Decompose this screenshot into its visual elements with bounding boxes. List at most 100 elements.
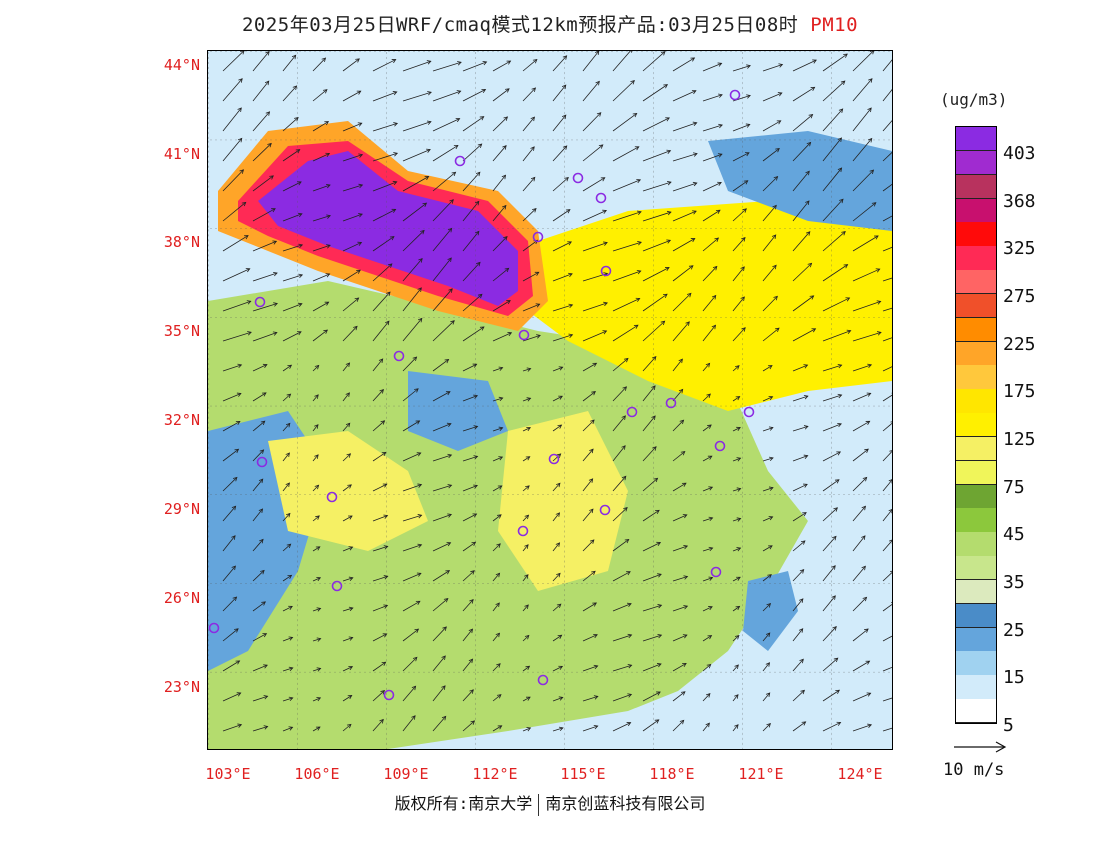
wind-vector — [342, 453, 351, 462]
wind-vector — [522, 177, 536, 192]
wind-vector-head — [591, 391, 596, 396]
wind-vector-head — [734, 694, 739, 699]
wind-vector-head — [498, 456, 504, 461]
wind-vector-head — [768, 516, 774, 521]
wind-vector-head — [832, 626, 837, 631]
lat-label-35: 35°N — [163, 322, 200, 340]
wind-vector-head — [683, 605, 689, 610]
wind-vector — [762, 457, 774, 462]
wind-vector — [852, 107, 872, 132]
wind-vector-head — [443, 598, 449, 603]
wind-vector — [402, 544, 422, 552]
wind-vector-head — [867, 107, 872, 113]
wind-vector — [222, 169, 244, 192]
wind-vector — [372, 122, 398, 132]
wind-vector — [222, 660, 240, 672]
wind-vector-head — [624, 538, 630, 544]
wind-vector — [252, 478, 264, 492]
wind-vector — [312, 273, 330, 282]
wind-vector-head — [836, 721, 842, 726]
wind-vector-head — [244, 235, 249, 240]
wind-vector — [312, 365, 320, 372]
wind-vector — [702, 124, 723, 132]
wind-vector — [222, 78, 243, 102]
wind-vector-head — [297, 181, 302, 186]
wind-vector-head — [326, 214, 331, 219]
wind-vector — [432, 257, 452, 282]
wind-vector-head — [345, 362, 351, 368]
wind-vector-head — [297, 212, 303, 218]
wind-vector-head — [285, 452, 290, 458]
wind-vector-head — [232, 476, 238, 482]
wind-vector — [822, 231, 846, 252]
wind-vector-head — [707, 455, 713, 460]
wind-vector — [612, 693, 632, 702]
wind-vector-head — [837, 137, 842, 142]
wind-vector-head — [378, 358, 384, 364]
colorbar-tick-label: 368 — [1003, 190, 1036, 212]
wind-vector-head — [473, 394, 479, 399]
wind-vector — [582, 448, 594, 462]
wind-vector — [342, 122, 362, 132]
wind-vector — [762, 545, 773, 552]
wind-vector — [732, 152, 750, 162]
wind-vector-head — [457, 61, 462, 66]
wind-vector-head — [635, 297, 641, 302]
wind-vector — [552, 453, 561, 462]
lat-label-23: 23°N — [163, 678, 200, 696]
wind-vector — [492, 543, 501, 552]
title-species: PM10 — [810, 14, 859, 36]
wind-vector-head — [417, 514, 423, 519]
wind-vector-head — [497, 725, 503, 730]
wind-vector-head — [564, 176, 569, 182]
wind-vector — [552, 84, 567, 102]
latlon-grid — [208, 51, 892, 749]
wind-vector — [762, 176, 778, 192]
wind-vector — [582, 508, 594, 522]
wind-vector — [552, 634, 562, 642]
wind-vector — [852, 506, 866, 522]
wind-vector-head — [839, 198, 844, 204]
wind-vector-head — [495, 602, 500, 608]
station-markers — [208, 89, 755, 701]
wind-vector — [372, 661, 386, 672]
wind-vector — [732, 664, 739, 672]
wind-vector — [252, 420, 266, 432]
wind-vector — [432, 391, 451, 402]
wind-vector — [522, 59, 538, 72]
wind-vector — [402, 685, 416, 702]
wind-vector — [402, 484, 422, 492]
wind-vector — [222, 268, 250, 282]
wind-vector — [882, 277, 892, 282]
wind-vector-head — [267, 142, 272, 148]
wind-vector — [762, 427, 774, 432]
wind-vector-head — [833, 507, 838, 512]
wind-vector-head — [285, 512, 291, 518]
wind-vector — [432, 118, 460, 132]
wind-vector — [612, 386, 627, 402]
wind-vector — [522, 427, 531, 432]
wind-vector — [702, 606, 713, 612]
wind-vector — [462, 570, 475, 582]
wind-vector-head — [602, 209, 608, 214]
wind-vector-head — [382, 633, 388, 638]
wind-vector-head — [414, 388, 419, 393]
wind-vector — [732, 547, 741, 552]
wind-vector-head — [455, 117, 461, 123]
colorbar-tick-label: 325 — [1003, 238, 1036, 260]
wind-vector — [552, 696, 563, 702]
wind-vector — [732, 365, 740, 372]
wind-vector — [882, 509, 892, 522]
wind-vector — [822, 137, 842, 162]
wind-vector-head — [602, 330, 608, 335]
wind-vector — [792, 569, 804, 582]
wind-vector — [582, 330, 607, 342]
wind-vector — [882, 635, 892, 642]
wind-vector-head — [264, 80, 270, 86]
colorbar-cell — [956, 341, 996, 366]
wind-vector — [402, 600, 421, 612]
wind-vector — [462, 326, 485, 342]
wind-vector-head — [660, 320, 666, 326]
wind-vector — [762, 396, 773, 402]
wind-vector — [432, 288, 453, 312]
